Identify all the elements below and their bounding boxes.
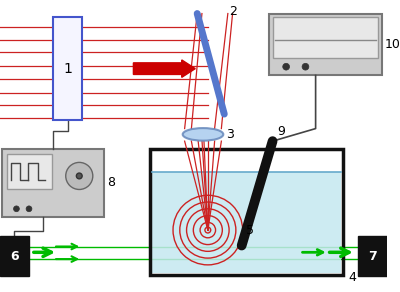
Circle shape	[26, 206, 32, 212]
FancyArrow shape	[133, 60, 195, 77]
Text: 10: 10	[385, 38, 400, 51]
Text: 3: 3	[226, 128, 234, 141]
Ellipse shape	[183, 128, 223, 141]
Text: 9: 9	[278, 125, 285, 138]
Bar	[53, 18, 82, 120]
Circle shape	[302, 63, 309, 70]
Text: 1: 1	[63, 62, 72, 76]
Text: 5: 5	[246, 224, 254, 237]
Circle shape	[76, 173, 82, 179]
Bar	[358, 236, 387, 277]
Bar	[269, 13, 382, 75]
Circle shape	[283, 63, 290, 70]
Text: 4: 4	[348, 271, 356, 284]
Bar	[272, 18, 378, 58]
Text: 6: 6	[10, 250, 19, 263]
Text: 2: 2	[229, 5, 237, 18]
Bar	[7, 154, 52, 190]
Circle shape	[14, 206, 19, 212]
Bar	[152, 172, 341, 273]
Bar	[0, 236, 29, 277]
Bar	[150, 149, 343, 274]
Text: 8: 8	[107, 176, 115, 189]
Text: 7: 7	[368, 250, 376, 263]
Circle shape	[66, 162, 93, 190]
Bar	[2, 149, 104, 217]
